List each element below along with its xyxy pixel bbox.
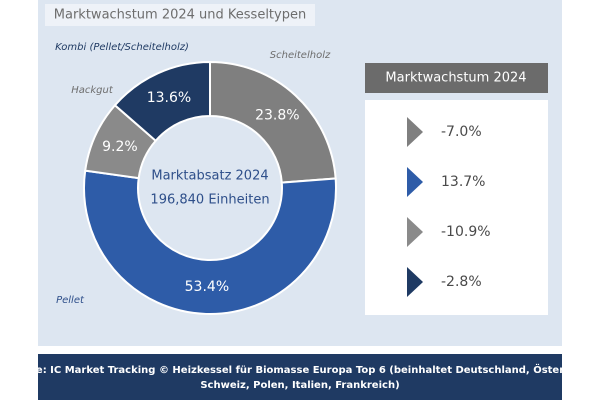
- title-tab: [45, 4, 315, 26]
- growth-marker: [407, 267, 423, 297]
- value-label: 13.6%: [147, 90, 191, 106]
- pie-slice: [209, 60, 337, 184]
- growth-marker: [407, 217, 423, 247]
- value-label: 53.4%: [185, 279, 229, 295]
- footer-text: Source: IC Market Tracking © Heizkessel …: [4, 362, 596, 376]
- chart-title: Marktwachstum 2024 und Kesseltypen: [54, 8, 306, 23]
- pie-slice: [83, 169, 337, 315]
- value-label: 23.8%: [255, 107, 299, 123]
- footer-band: [38, 354, 562, 400]
- growth-header: [365, 63, 548, 93]
- growth-value: -7.0%: [441, 124, 482, 140]
- growth-value: -2.8%: [441, 274, 482, 290]
- category-label: Hackgut: [71, 85, 114, 96]
- growth-marker: [407, 117, 423, 147]
- center-label: 196,840 Einheiten: [150, 193, 269, 208]
- footer-text: Schweiz, Polen, Italien, Frankreich): [200, 380, 399, 391]
- growth-title: Marktwachstum 2024: [385, 71, 526, 86]
- growth-value: -10.9%: [441, 224, 491, 240]
- category-label: Kombi (Pellet/Scheitelholz): [55, 42, 189, 53]
- center-label: Marktabsatz 2024: [151, 169, 268, 184]
- category-label: Scheitelholz: [270, 50, 331, 61]
- growth-marker: [407, 167, 423, 197]
- growth-box: [365, 100, 548, 315]
- value-label: 9.2%: [102, 139, 138, 155]
- category-label: Pellet: [56, 295, 85, 306]
- growth-value: 13.7%: [441, 174, 485, 190]
- pie-slice: [113, 60, 211, 143]
